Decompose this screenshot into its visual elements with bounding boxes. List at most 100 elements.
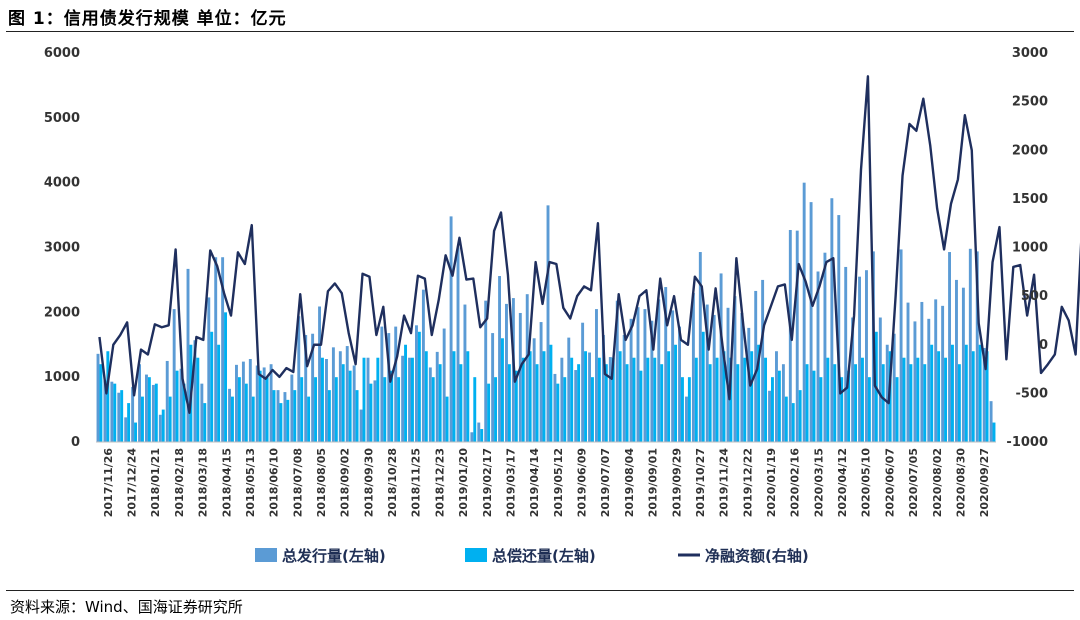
issuance-bar bbox=[318, 306, 321, 442]
x-tick-label: 2019/09/29 bbox=[670, 448, 683, 517]
legend-swatch-repayment bbox=[465, 548, 487, 562]
issuance-bar bbox=[103, 380, 107, 442]
repayment-bar bbox=[653, 357, 657, 442]
repayment-bar bbox=[147, 377, 151, 442]
y-right-tick-label: -500 bbox=[1015, 386, 1048, 401]
repayment-bar bbox=[438, 364, 442, 442]
issuance-bar bbox=[200, 383, 204, 442]
y-left-tick-label: 2000 bbox=[44, 305, 80, 320]
issuance-bar bbox=[719, 273, 723, 442]
issuance-bar bbox=[138, 364, 141, 442]
repayment-bar bbox=[840, 377, 844, 442]
issuance-bar bbox=[858, 276, 861, 442]
issuance-bar bbox=[338, 351, 342, 442]
repayment-bar bbox=[355, 390, 359, 442]
net-financing-series bbox=[98, 75, 1080, 415]
repayment-bar bbox=[168, 396, 172, 442]
repayment-bar bbox=[217, 344, 221, 442]
repayment-bar bbox=[182, 383, 186, 442]
repayment-bar bbox=[951, 344, 954, 442]
x-tick-label: 2020/01/19 bbox=[765, 448, 778, 517]
repayment-bar bbox=[556, 383, 560, 442]
repayment-bar bbox=[902, 357, 906, 442]
issuance-bar bbox=[643, 309, 647, 442]
repayment-bar bbox=[591, 377, 594, 442]
issuance-bar bbox=[885, 344, 889, 442]
issuance-bar bbox=[408, 357, 411, 442]
issuance-bar bbox=[484, 300, 488, 442]
y-right-tick-label: 500 bbox=[1021, 289, 1048, 304]
repayment-bar bbox=[99, 364, 103, 442]
issuance-bar bbox=[795, 230, 799, 442]
repayment-bar bbox=[791, 403, 795, 442]
repayment-bar bbox=[161, 409, 165, 442]
issuance-bar bbox=[428, 367, 432, 442]
issuance-bar bbox=[387, 333, 391, 442]
issuance-bar bbox=[989, 401, 993, 442]
repayment-bar bbox=[341, 364, 345, 442]
repayment-bar bbox=[826, 357, 830, 442]
issuance-bar bbox=[525, 294, 529, 442]
issuance-bar bbox=[830, 198, 834, 442]
chart-title: 图 1：信用债发行规模 单位：亿元 bbox=[8, 9, 287, 29]
repayment-bar bbox=[957, 364, 961, 442]
issuance-bar bbox=[283, 392, 287, 442]
repayment-bar bbox=[992, 422, 996, 442]
y-right-tick-label: 1000 bbox=[1012, 241, 1048, 256]
issuance-bar bbox=[809, 202, 813, 442]
repayment-bar bbox=[729, 357, 733, 442]
issuance-bar bbox=[865, 270, 868, 442]
y-left-tick-label: 6000 bbox=[44, 46, 80, 61]
repayment-bar bbox=[833, 364, 837, 442]
issuance-bar bbox=[172, 309, 176, 442]
x-tick-label: 2020/09/27 bbox=[978, 448, 991, 517]
repayment-bar bbox=[286, 399, 290, 442]
x-tick-label: 2018/02/18 bbox=[173, 448, 186, 517]
x-tick-label: 2018/01/21 bbox=[149, 448, 162, 517]
issuance-bar bbox=[262, 367, 266, 442]
issuance-bar bbox=[975, 251, 979, 442]
issuance-bar bbox=[581, 322, 585, 442]
issuance-bars bbox=[96, 182, 993, 443]
issuance-bar bbox=[449, 216, 453, 442]
issuance-bar bbox=[117, 392, 121, 442]
y-left-tick-label: 0 bbox=[71, 435, 80, 450]
repayment-bars bbox=[99, 312, 996, 442]
repayment-bar bbox=[722, 351, 726, 442]
repayment-bar bbox=[431, 377, 435, 442]
issuance-bar bbox=[304, 335, 308, 442]
issuance-bar bbox=[906, 302, 910, 442]
x-tick-label: 2018/03/18 bbox=[197, 448, 210, 517]
repayment-bar bbox=[944, 357, 947, 442]
y-axis-left: 0 1000 2000 3000 4000 5000 6000 bbox=[44, 46, 80, 450]
repayment-bar bbox=[314, 377, 317, 442]
repayment-bar bbox=[743, 357, 747, 442]
issuance-bar bbox=[311, 333, 315, 442]
x-tick-label: 2018/07/08 bbox=[291, 448, 304, 517]
repayment-bar bbox=[604, 364, 608, 442]
repayment-bar bbox=[632, 357, 636, 442]
source-note: 资料来源：Wind、国海证券研究所 bbox=[10, 598, 243, 616]
repayment-bar bbox=[265, 377, 269, 442]
issuance-bar bbox=[878, 317, 882, 442]
issuance-bar bbox=[241, 361, 245, 442]
issuance-bar bbox=[276, 390, 280, 442]
repayment-bar bbox=[667, 351, 671, 442]
repayment-bar bbox=[293, 390, 297, 442]
issuance-bar bbox=[844, 266, 848, 442]
issuance-bar bbox=[498, 276, 501, 442]
repayment-bar bbox=[459, 364, 463, 442]
repayment-bar bbox=[542, 351, 546, 442]
issuance-bar bbox=[761, 279, 765, 442]
legend-label-net-financing: 净融资额(右轴) bbox=[705, 547, 809, 565]
issuance-bar bbox=[456, 247, 460, 442]
repayment-bar bbox=[570, 357, 574, 442]
y-right-tick-label: 2000 bbox=[1012, 143, 1048, 158]
issuance-bar bbox=[934, 299, 938, 442]
repayment-bar bbox=[258, 370, 262, 442]
issuance-bar bbox=[248, 359, 252, 442]
issuance-bar bbox=[740, 312, 744, 442]
issuance-bar bbox=[816, 271, 820, 442]
issuance-bar bbox=[131, 386, 135, 442]
x-tick-label: 2019/08/04 bbox=[623, 448, 636, 518]
